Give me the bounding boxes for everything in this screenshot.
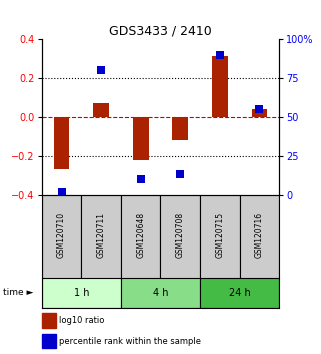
Point [99, 67, 104, 73]
Text: 24 h: 24 h [229, 288, 251, 298]
Text: GSM120711: GSM120711 [97, 212, 106, 258]
Bar [172, 117, 188, 140]
Text: GSM120715: GSM120715 [215, 212, 224, 258]
Text: 1 h: 1 h [74, 288, 89, 298]
Text: GSM120716: GSM120716 [255, 212, 264, 258]
Bar [121, 278, 200, 308]
Bar [42, 278, 121, 308]
Bar [133, 117, 149, 160]
Point [138, 176, 143, 182]
Text: GSM120708: GSM120708 [176, 212, 185, 258]
Text: percentile rank within the sample: percentile rank within the sample [59, 337, 201, 346]
Bar [54, 117, 69, 170]
Bar [42, 195, 81, 278]
Bar [200, 278, 279, 308]
Title: GDS3433 / 2410: GDS3433 / 2410 [109, 25, 212, 38]
Bar [240, 195, 279, 278]
Bar [200, 195, 240, 278]
Bar [160, 195, 200, 278]
Text: GSM120710: GSM120710 [57, 212, 66, 258]
Bar [252, 109, 267, 117]
Point [59, 189, 64, 194]
Text: time ►: time ► [3, 289, 34, 297]
Bar [93, 103, 109, 117]
Point [178, 172, 183, 177]
Text: 4 h: 4 h [153, 288, 168, 298]
Bar [81, 195, 121, 278]
Point [217, 52, 222, 57]
Text: log10 ratio: log10 ratio [59, 316, 105, 325]
Point [257, 106, 262, 112]
Bar [212, 57, 228, 117]
Text: GSM120648: GSM120648 [136, 212, 145, 258]
Bar [121, 195, 160, 278]
